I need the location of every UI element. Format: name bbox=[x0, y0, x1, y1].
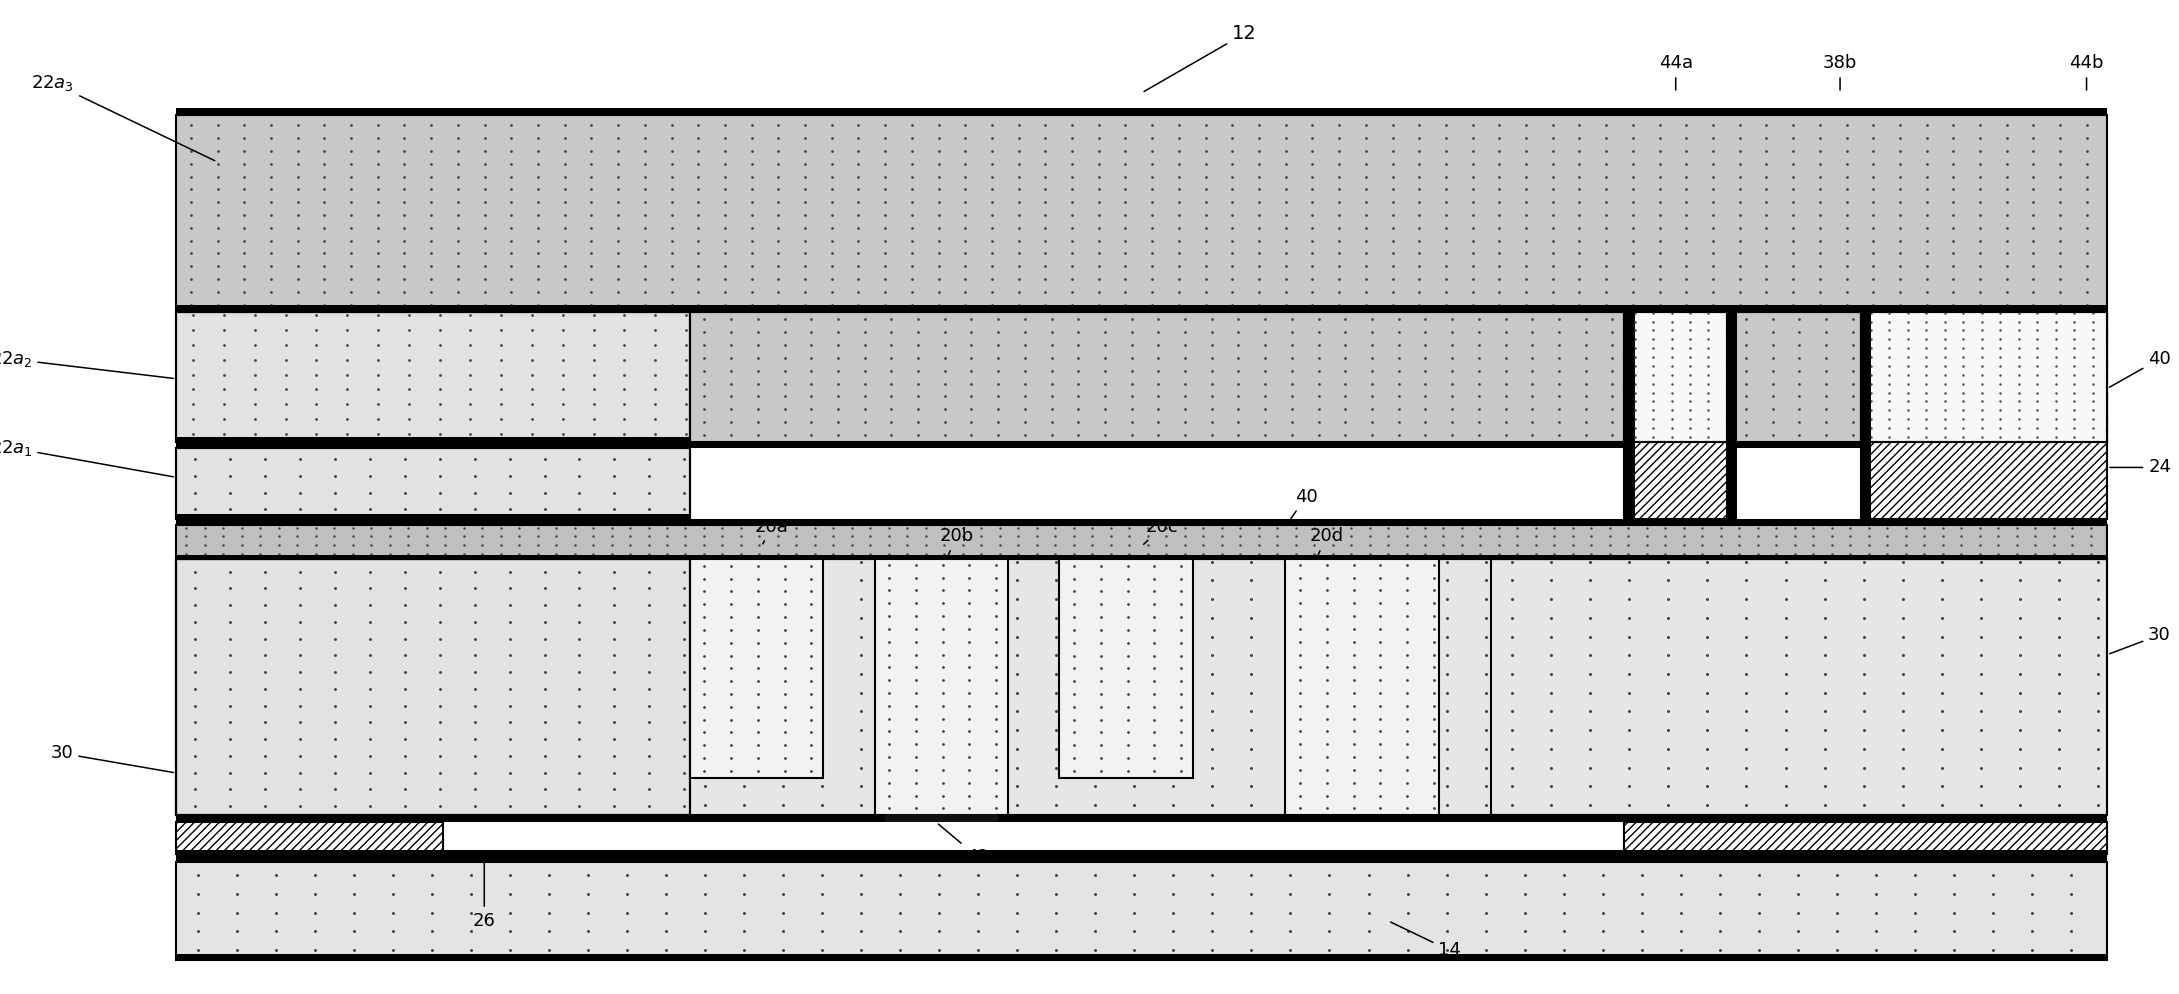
Text: 12: 12 bbox=[1144, 24, 1257, 91]
Text: 20a: 20a bbox=[754, 518, 789, 544]
Text: $22a_2$: $22a_2$ bbox=[0, 349, 174, 379]
Bar bbox=[1623, 312, 1728, 519]
Bar bbox=[1059, 559, 1192, 778]
Bar bbox=[176, 107, 2107, 114]
Bar bbox=[176, 437, 691, 441]
Text: 44a: 44a bbox=[1658, 55, 1693, 90]
Bar bbox=[176, 850, 2107, 854]
Bar bbox=[176, 447, 691, 519]
Text: 30: 30 bbox=[2109, 626, 2170, 654]
Text: 14: 14 bbox=[1390, 922, 1462, 959]
Text: 26: 26 bbox=[473, 857, 495, 929]
Bar bbox=[176, 954, 2107, 960]
Bar bbox=[1623, 822, 2107, 854]
Bar bbox=[691, 559, 824, 778]
Bar bbox=[176, 559, 2107, 815]
Bar bbox=[1861, 312, 1872, 519]
Bar bbox=[1861, 312, 2107, 441]
Text: 20b: 20b bbox=[939, 528, 974, 557]
Bar bbox=[176, 854, 2107, 862]
Bar bbox=[1286, 559, 1440, 815]
Bar bbox=[1490, 559, 2107, 815]
Bar bbox=[885, 814, 998, 822]
Bar bbox=[1861, 312, 2107, 519]
Bar bbox=[1728, 312, 1737, 519]
Bar bbox=[1623, 312, 1634, 519]
Bar bbox=[176, 559, 691, 815]
Bar bbox=[874, 559, 1009, 815]
Text: 42: 42 bbox=[939, 824, 989, 866]
Bar bbox=[176, 815, 2107, 822]
Bar bbox=[176, 862, 2107, 960]
Bar bbox=[176, 525, 2107, 559]
Bar bbox=[176, 447, 691, 519]
Bar bbox=[176, 441, 691, 447]
Bar bbox=[691, 441, 2107, 447]
Bar bbox=[1861, 312, 2107, 441]
Bar bbox=[176, 822, 442, 854]
Text: 20d: 20d bbox=[1310, 528, 1344, 557]
Text: 30: 30 bbox=[50, 745, 174, 772]
Bar bbox=[1623, 822, 2107, 854]
Text: 44b: 44b bbox=[2070, 55, 2103, 90]
Bar bbox=[176, 514, 691, 519]
Text: $22a_1$: $22a_1$ bbox=[0, 437, 174, 477]
Text: $22a_3$: $22a_3$ bbox=[31, 73, 216, 161]
Bar bbox=[176, 559, 691, 815]
Bar bbox=[176, 305, 2107, 312]
Bar bbox=[176, 312, 691, 441]
Bar bbox=[691, 312, 2107, 441]
Bar bbox=[176, 114, 2107, 312]
Bar bbox=[176, 312, 691, 441]
Bar bbox=[1623, 312, 1728, 441]
Bar bbox=[176, 559, 2107, 815]
Bar bbox=[1623, 312, 1728, 441]
Text: 20c: 20c bbox=[1144, 518, 1179, 545]
Text: 24: 24 bbox=[2109, 458, 2170, 476]
Text: 40: 40 bbox=[1288, 488, 1318, 524]
Bar bbox=[1490, 559, 2107, 815]
Text: 38b: 38b bbox=[1824, 55, 1857, 90]
Bar bbox=[176, 556, 2107, 559]
Bar bbox=[176, 519, 2107, 525]
Text: 40: 40 bbox=[2109, 350, 2170, 388]
